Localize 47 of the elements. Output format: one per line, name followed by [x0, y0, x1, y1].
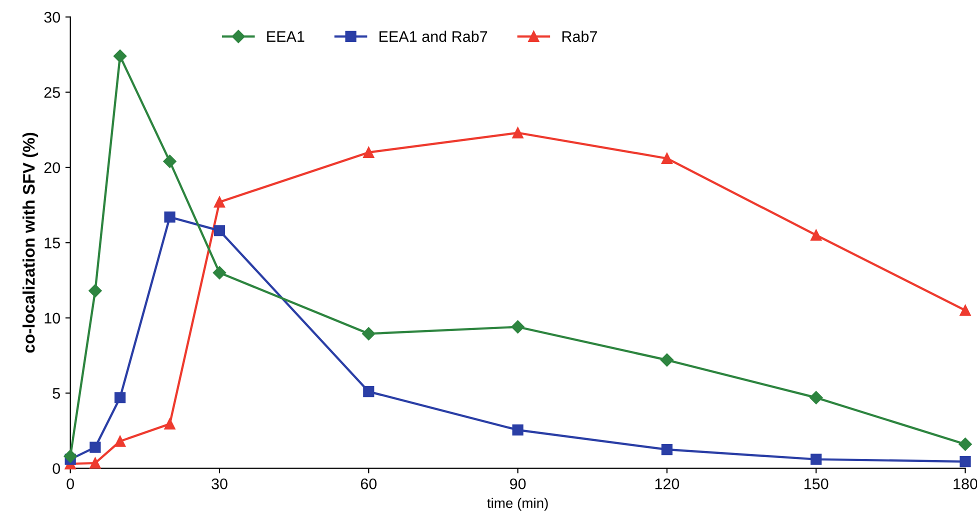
point: [661, 152, 673, 164]
x-tick-label: 0: [66, 478, 74, 490]
x-tick-label: 30: [212, 478, 228, 490]
point: [114, 436, 126, 447]
x-tick-label: 60: [360, 478, 377, 490]
legend-label: EEA1 and Rab7: [380, 30, 488, 42]
point: [958, 438, 972, 451]
y-axis-title: co-localization with SFV (%): [22, 132, 38, 353]
point: [214, 225, 226, 236]
point: [960, 304, 971, 316]
point: [512, 127, 524, 138]
point: [512, 424, 524, 436]
x-tick-label: 90: [510, 478, 526, 490]
y-tick-label: 10: [44, 312, 60, 324]
point: [661, 444, 673, 456]
x-tick-label: 150: [804, 478, 828, 490]
point: [363, 386, 374, 398]
point: [212, 266, 226, 280]
legend-label: Rab7: [562, 30, 597, 42]
point: [64, 450, 77, 463]
point: [163, 154, 176, 168]
point: [114, 392, 126, 404]
point: [362, 327, 376, 340]
point: [214, 196, 226, 208]
point: [90, 442, 101, 453]
y-tick-label: 20: [44, 162, 60, 174]
point: [113, 50, 127, 63]
x-tick-label: 120: [655, 478, 680, 490]
y-tick-label: 0: [52, 463, 60, 474]
y-tick-label: 5: [52, 388, 60, 399]
point: [88, 284, 102, 298]
point: [810, 391, 823, 404]
point: [363, 146, 374, 158]
point: [164, 418, 176, 430]
point: [960, 456, 971, 468]
y-tick-label: 30: [44, 12, 60, 23]
point: [90, 458, 101, 469]
point: [810, 230, 822, 241]
point: [511, 320, 524, 334]
x-tick-label: 180: [954, 478, 977, 490]
y-tick-label: 25: [44, 87, 60, 98]
x-axis-title: time (min): [487, 498, 548, 511]
y-tick-label: 15: [44, 238, 60, 248]
point: [660, 353, 674, 367]
legend-label: EEA1: [267, 31, 304, 42]
point: [164, 212, 176, 223]
point: [810, 454, 822, 465]
